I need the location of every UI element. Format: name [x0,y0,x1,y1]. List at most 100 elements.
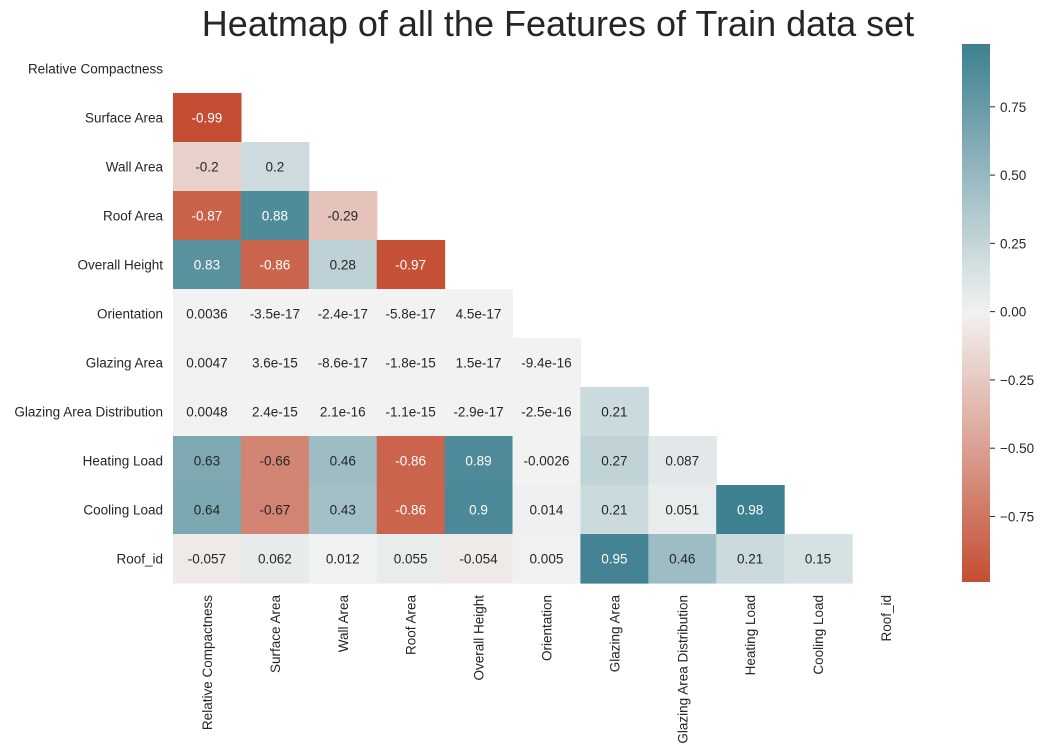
heatmap-cell [512,338,581,388]
heatmap-cell [580,387,649,437]
y-tick-label: Relative Compactness [28,62,163,77]
x-tick-label: Cooling Load [811,595,826,675]
heatmap-cell [376,387,446,437]
heatmap-cell [444,534,514,584]
heatmap-cell [308,387,378,437]
heatmap-cell [240,142,310,192]
y-tick-label: Overall Height [77,258,163,273]
heatmap-cell [444,436,514,486]
heatmap-cell [784,534,853,584]
cell-value-label: 0.88 [262,209,288,224]
cell-value-label: 0.005 [530,552,564,567]
x-tick-label: Wall Area [336,595,351,653]
heatmap-cell [648,534,717,584]
heatmap-cell [376,240,446,290]
colorbar-tick-label: 0.75 [1000,100,1026,115]
cell-value-label: 0.63 [194,454,220,469]
heatmap-cell [376,436,446,486]
cell-value-label: -0.054 [459,552,498,567]
cell-value-label: -1.8e-15 [386,356,436,371]
heatmap-cell [173,142,242,192]
heatmap-cell [240,240,310,290]
colorbar-tick-label: −0.50 [1000,441,1034,456]
cell-value-label: -2.9e-17 [453,405,503,420]
heatmap-cell [444,485,514,535]
x-tick-label: Glazing Area [607,595,622,673]
heatmap-cell [512,387,581,437]
x-tick-label: Roof_id [879,595,894,642]
cell-value-label: 0.012 [326,552,360,567]
heatmap-cell [308,338,378,388]
y-tick-label: Cooling Load [83,503,163,518]
cell-value-label: 3.6e-15 [252,356,298,371]
heatmap-cells: -0.99 -0.2 0.2 -0.87 0.88 -0.29 0.83 -0.86 0.28 -… [173,93,853,584]
cell-value-label: 0.15 [805,552,831,567]
colorbar-tick-label: −0.75 [1000,509,1034,524]
cell-value-label: -0.2 [195,160,218,175]
heatmap-cell [240,191,310,241]
x-tick-label: Overall Height [472,595,487,681]
heatmap-cell [173,338,242,388]
cell-value-label: 2.1e-16 [320,405,366,420]
cell-value-label: -0.0026 [524,454,570,469]
cell-value-label: 0.0048 [186,405,227,420]
cell-value-label: -2.4e-17 [318,307,368,322]
cell-value-label: -3.5e-17 [250,307,300,322]
heatmap-cell [376,289,446,339]
x-tick-label: Relative Compactness [200,595,215,730]
cell-value-label: 0.051 [665,503,699,518]
colorbar-tick-label: 0.25 [1000,236,1026,251]
heatmap-cell [308,534,378,584]
heatmap-cell [512,534,581,584]
heatmap-cell [512,485,581,535]
cell-value-label: 0.46 [669,552,695,567]
heatmap-cell [580,534,649,584]
x-tick-label: Roof Area [404,595,419,656]
chart-title: Heatmap of all the Features of Train dat… [202,3,914,44]
colorbar-gradient [962,44,990,582]
heatmap-cell [173,240,242,290]
cell-value-label: 0.46 [330,454,356,469]
cell-value-label: -0.057 [188,552,226,567]
heatmap-cell [173,289,242,339]
heatmap-cell [512,436,581,486]
cell-value-label: 0.2 [265,160,284,175]
cell-value-label: 0.0047 [186,356,227,371]
x-tick-label: Surface Area [268,595,283,674]
cell-value-label: 0.83 [194,258,220,273]
heatmap-cell [580,485,649,535]
cell-value-label: 0.055 [394,552,428,567]
colorbar-tick-label: 0.50 [1000,168,1026,183]
y-tick-label: Surface Area [85,111,164,126]
x-tick-label: Glazing Area Distribution [675,595,690,744]
heatmap-cell [376,534,446,584]
cell-value-label: 0.21 [737,552,763,567]
x-axis-labels: Relative Compactness Surface Area Wall Are… [200,595,894,744]
heatmap-cell [444,289,514,339]
cell-value-label: -0.86 [395,454,426,469]
heatmap-cell [240,436,310,486]
x-tick-label: Heating Load [743,595,758,675]
cell-value-label: -9.4e-16 [521,356,571,371]
cell-value-label: 0.95 [601,552,627,567]
cell-value-label: -0.97 [395,258,426,273]
cell-value-label: 0.014 [530,503,564,518]
heatmap-cell [308,240,378,290]
y-tick-label: Roof_id [116,552,163,567]
cell-value-label: -0.66 [259,454,290,469]
y-tick-label: Wall Area [106,160,164,175]
cell-value-label: -0.99 [192,111,223,126]
colorbar-tick-label: −0.25 [1000,373,1034,388]
cell-value-label: 4.5e-17 [456,307,502,322]
heatmap-cell [648,485,717,535]
y-tick-label: Orientation [97,307,163,322]
heatmap-cell [240,485,310,535]
heatmap-cell [308,485,378,535]
cell-value-label: 0.062 [258,552,292,567]
heatmap-cell [648,436,717,486]
heatmap-cell [376,485,446,535]
cell-value-label: -0.86 [395,503,426,518]
cell-value-label: 0.21 [601,503,627,518]
cell-value-label: 0.27 [601,454,627,469]
cell-value-label: 0.98 [737,503,763,518]
